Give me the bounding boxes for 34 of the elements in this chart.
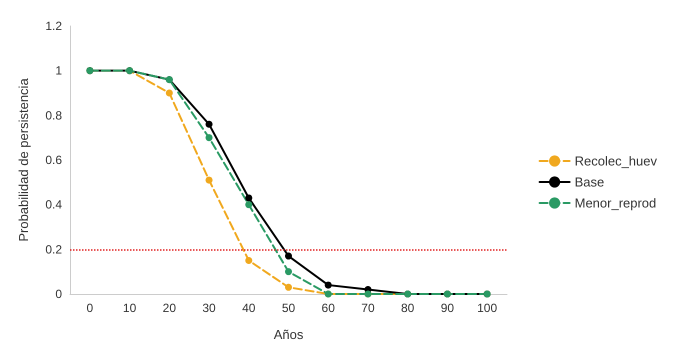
- x-axis-title: Años: [274, 327, 304, 342]
- y-tick-label: 0: [55, 287, 62, 301]
- x-tick-label: 10: [122, 301, 137, 315]
- point: [285, 252, 292, 260]
- point: [206, 134, 213, 142]
- point: [245, 257, 252, 264]
- x-tick-label: 90: [440, 301, 454, 315]
- point: [285, 268, 292, 276]
- legend-label: Base: [574, 174, 604, 190]
- y-tick-label: 0.4: [45, 198, 62, 212]
- x-tick-label: 80: [401, 301, 415, 315]
- y-tick-label: 0.8: [45, 108, 62, 122]
- legend-label: Menor_reprod: [574, 196, 656, 210]
- y-axis-title: Probabilidad de persistencia: [16, 78, 31, 242]
- point: [285, 284, 292, 291]
- y-tick-label: 0.6: [45, 153, 62, 167]
- point: [245, 194, 252, 202]
- x-tick-label: 0: [86, 301, 94, 315]
- x-tick-label: 70: [361, 301, 375, 315]
- y-tick-label: 1: [55, 64, 62, 78]
- point: [245, 201, 252, 208]
- x-tick-label: 100: [477, 301, 498, 315]
- x-tick-label: 30: [202, 301, 216, 315]
- x-tick-label: 50: [282, 301, 296, 315]
- point: [206, 176, 213, 184]
- x-tick-label: 60: [322, 301, 336, 315]
- point: [166, 90, 173, 96]
- x-tick-label: 20: [162, 301, 176, 315]
- x-tick-label: 40: [242, 301, 256, 315]
- y-tick-label: 0.2: [45, 242, 62, 256]
- point: [324, 282, 332, 289]
- point: [206, 120, 213, 128]
- y-tick-label: 1.2: [45, 19, 62, 33]
- legend-label: Recolec_huev: [574, 154, 658, 168]
